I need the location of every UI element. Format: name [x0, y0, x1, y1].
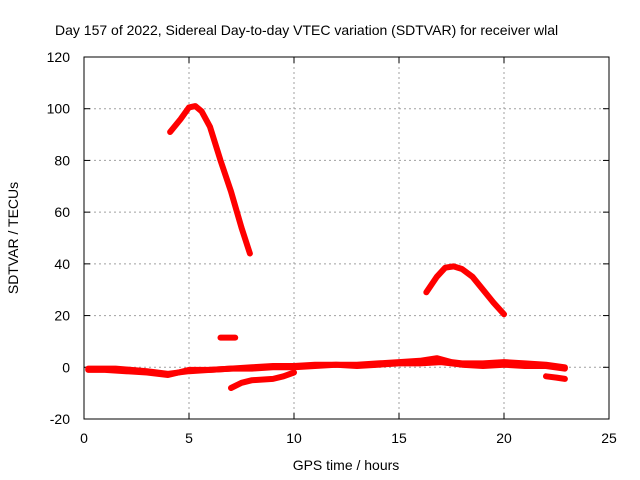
x-tick-label: 5 [185, 430, 193, 446]
x-tick-label: 15 [391, 430, 407, 446]
x-tick-label: 25 [601, 430, 617, 446]
y-tick-label: 100 [47, 101, 71, 117]
axis-ticks: 0 5 10 15 20 25 -20 0 20 40 60 80 100 120 [47, 49, 617, 446]
series-line-late-22-23h [543, 373, 568, 382]
y-axis-title: SDTVAR / TECUs [5, 182, 21, 294]
series-line-pass-morning [167, 103, 253, 257]
x-tick-label: 10 [286, 430, 302, 446]
x-tick-label: 0 [80, 430, 88, 446]
data-series [85, 103, 568, 391]
grid [84, 57, 609, 419]
chart-title: Day 157 of 2022, Sidereal Day-to-day VTE… [55, 22, 558, 38]
y-tick-label: 40 [54, 256, 70, 272]
y-tick-label: 0 [62, 359, 70, 375]
series-line-dip-7-10h [228, 369, 297, 391]
x-axis-title: GPS time / hours [293, 457, 400, 473]
y-tick-label: 20 [54, 308, 70, 324]
y-tick-label: 60 [54, 204, 70, 220]
x-tick-label: 20 [496, 430, 512, 446]
y-tick-label: -20 [50, 411, 70, 427]
series-line-pass-afternoon [423, 263, 507, 318]
y-tick-label: 80 [54, 152, 70, 168]
series-line-baseline-b [85, 359, 568, 377]
plot-frame [83, 56, 610, 420]
y-tick-label: 120 [47, 49, 71, 65]
